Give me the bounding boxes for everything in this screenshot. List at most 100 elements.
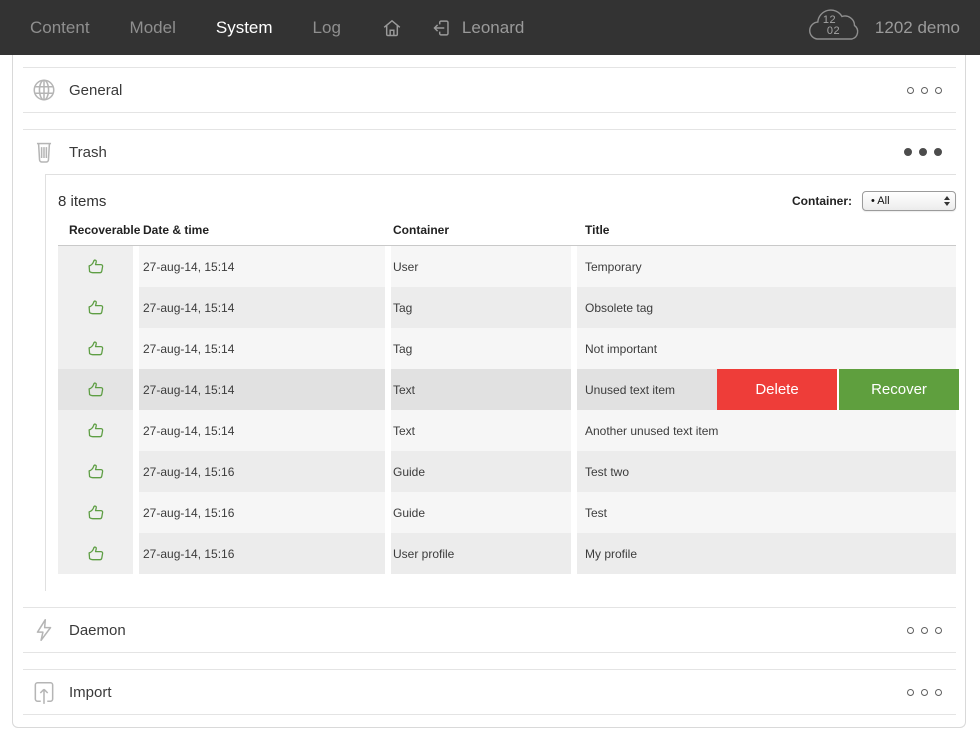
container-filter-label: Container:	[792, 194, 852, 208]
dot-icon	[919, 148, 927, 156]
trash-table-header: Recoverable Date & time Container Title	[58, 223, 956, 246]
title-text: Unused text item	[577, 369, 717, 410]
section-header-daemon[interactable]: Daemon	[23, 608, 956, 652]
trash-row[interactable]: 27-aug-14, 15:14TextAnother unused text …	[58, 410, 956, 451]
section-import: Import	[23, 669, 956, 715]
nav-item-system[interactable]: System	[216, 18, 273, 38]
nav-item-log[interactable]: Log	[313, 18, 341, 38]
cloud-version-badge[interactable]: 12 02	[801, 3, 867, 52]
lightning-icon	[31, 617, 57, 643]
trash-row[interactable]: 27-aug-14, 15:16User profileMy profile	[58, 533, 956, 574]
dot-icon	[935, 689, 942, 696]
title-cell: Another unused text item	[577, 410, 956, 451]
nav-item-model[interactable]: Model	[130, 18, 176, 38]
recover-button[interactable]: Recover	[839, 369, 959, 410]
items-count: 8 items	[58, 193, 106, 210]
section-header-trash[interactable]: Trash	[23, 130, 956, 174]
select-arrows-icon	[944, 196, 950, 206]
title-cell: My profile	[577, 533, 956, 574]
dot-icon	[907, 627, 914, 634]
title-cell: Test two	[577, 451, 956, 492]
thumbs-up-icon	[85, 420, 107, 442]
delete-button[interactable]: Delete	[717, 369, 837, 410]
title-cell: Not important	[577, 328, 956, 369]
trash-row[interactable]: 27-aug-14, 15:14TextUnused text itemDele…	[58, 369, 956, 410]
container-cell: User	[391, 246, 571, 287]
thumbs-up-icon	[85, 338, 107, 360]
date-cell: 27-aug-14, 15:14	[139, 328, 385, 369]
trash-row[interactable]: 27-aug-14, 15:16GuideTest	[58, 492, 956, 533]
import-icon	[31, 679, 57, 705]
section-menu-trash[interactable]	[904, 148, 946, 156]
container-filter-value: • All	[871, 195, 890, 207]
section-label: Trash	[69, 144, 107, 161]
section-general: General	[23, 67, 956, 113]
date-cell: 27-aug-14, 15:16	[139, 492, 385, 533]
user-menu[interactable]: Leonard	[431, 17, 524, 39]
title-cell: Test	[577, 492, 956, 533]
home-icon[interactable]	[381, 17, 403, 39]
system-settings-panel: General Trash 8 items	[12, 55, 966, 728]
section-daemon: Daemon	[23, 607, 956, 653]
container-cell: Text	[391, 369, 571, 410]
recoverable-cell	[58, 246, 133, 287]
date-cell: 27-aug-14, 15:14	[139, 287, 385, 328]
nav-item-content[interactable]: Content	[30, 18, 90, 38]
column-header-date: Date & time	[139, 223, 385, 237]
container-filter-select[interactable]: • All	[862, 191, 956, 211]
thumbs-up-icon	[85, 461, 107, 483]
section-menu-import[interactable]	[907, 689, 946, 696]
dot-icon	[935, 627, 942, 634]
dot-icon	[921, 87, 928, 94]
thumbs-up-icon	[85, 543, 107, 565]
thumbs-up-icon	[85, 379, 107, 401]
thumbs-up-icon	[85, 502, 107, 524]
section-trash: Trash 8 items Container: • All Recoverab…	[23, 129, 956, 591]
container-cell: Tag	[391, 287, 571, 328]
thumbs-up-icon	[85, 256, 107, 278]
thumbs-up-icon	[85, 297, 107, 319]
container-cell: Tag	[391, 328, 571, 369]
section-menu-general[interactable]	[907, 87, 946, 94]
column-header-container: Container	[391, 223, 571, 237]
date-cell: 27-aug-14, 15:16	[139, 533, 385, 574]
section-label: Import	[69, 684, 112, 701]
cloud-number-bottom: 02	[827, 26, 840, 37]
trash-table-body: 27-aug-14, 15:14UserTemporary27-aug-14, …	[58, 246, 956, 574]
dot-icon	[907, 87, 914, 94]
title-cell: Unused text itemDeleteRecover	[577, 369, 959, 410]
container-cell: Guide	[391, 451, 571, 492]
dot-icon	[934, 148, 942, 156]
date-cell: 27-aug-14, 15:16	[139, 451, 385, 492]
user-name: Leonard	[462, 18, 524, 38]
column-header-title: Title	[577, 223, 956, 237]
logout-icon	[431, 17, 453, 39]
trash-row[interactable]: 27-aug-14, 15:14TagObsolete tag	[58, 287, 956, 328]
trash-icon	[31, 139, 57, 165]
column-header-recoverable: Recoverable	[58, 223, 133, 237]
title-cell: Obsolete tag	[577, 287, 956, 328]
dot-icon	[907, 689, 914, 696]
dot-icon	[921, 689, 928, 696]
trash-row[interactable]: 27-aug-14, 15:14UserTemporary	[58, 246, 956, 287]
dot-icon	[904, 148, 912, 156]
container-cell: Text	[391, 410, 571, 451]
section-label: General	[69, 82, 122, 99]
top-navbar: Content Model System Log Leonard 12 02 1…	[0, 0, 980, 55]
trash-row[interactable]: 27-aug-14, 15:16GuideTest two	[58, 451, 956, 492]
recoverable-cell	[58, 451, 133, 492]
recoverable-cell	[58, 410, 133, 451]
section-header-import[interactable]: Import	[23, 670, 956, 714]
trash-panel-content: 8 items Container: • All Recoverable Dat…	[45, 174, 956, 591]
container-cell: User profile	[391, 533, 571, 574]
recoverable-cell	[58, 533, 133, 574]
trash-row[interactable]: 27-aug-14, 15:14TagNot important	[58, 328, 956, 369]
dot-icon	[935, 87, 942, 94]
section-menu-daemon[interactable]	[907, 627, 946, 634]
recoverable-cell	[58, 492, 133, 533]
date-cell: 27-aug-14, 15:14	[139, 246, 385, 287]
recoverable-cell	[58, 328, 133, 369]
date-cell: 27-aug-14, 15:14	[139, 410, 385, 451]
globe-icon	[31, 77, 57, 103]
section-header-general[interactable]: General	[23, 68, 956, 112]
